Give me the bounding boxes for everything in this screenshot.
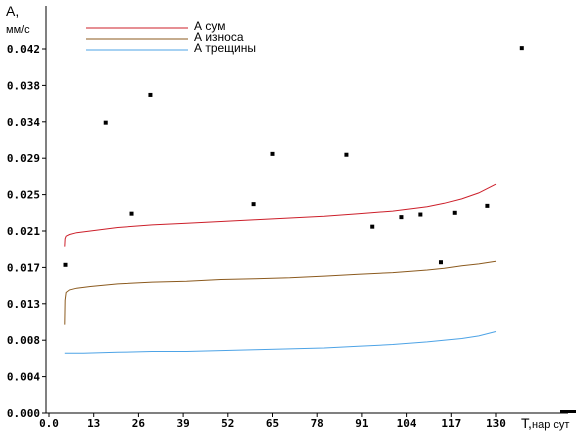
scatter-point bbox=[418, 212, 423, 217]
x-tick-label: 65 bbox=[266, 417, 279, 430]
x-tick-label: 117 bbox=[441, 417, 461, 430]
y-tick-label: 0.034 bbox=[7, 116, 40, 129]
scatter-point bbox=[399, 215, 404, 220]
x-tick-label: 13 bbox=[87, 417, 100, 430]
series-line-3 bbox=[64, 331, 497, 354]
x-axis-end-marker bbox=[560, 410, 576, 413]
legend-label: А трещины bbox=[194, 41, 256, 55]
scatter-point bbox=[344, 152, 349, 157]
y-tick-label: 0.029 bbox=[7, 152, 40, 165]
y-tick-label: 0.021 bbox=[7, 225, 40, 238]
x-tick-label: 130 bbox=[486, 417, 506, 430]
x-tick-label: 91 bbox=[355, 417, 369, 430]
legend-label: А износа bbox=[194, 30, 244, 44]
x-axis-ticks: 0.0 13 26 39 52 65 78 91 104 117 130 bbox=[39, 413, 506, 430]
y-tick-label: 0.013 bbox=[7, 298, 40, 311]
scatter-point bbox=[485, 203, 490, 208]
x-tick-label: 26 bbox=[132, 417, 146, 430]
x-tick-label: 78 bbox=[311, 417, 324, 430]
y-tick-label: 0.000 bbox=[7, 407, 40, 420]
series-line-2 bbox=[64, 260, 497, 325]
scatter-point bbox=[148, 92, 153, 97]
y-tick-label: 0.017 bbox=[7, 261, 40, 274]
y-axis-symbol: A, bbox=[6, 3, 19, 19]
x-axis-unit: нар сут bbox=[532, 419, 569, 431]
y-tick-label: 0.008 bbox=[7, 334, 40, 347]
scatter-point bbox=[370, 224, 375, 229]
y-axis-unit: мм/с bbox=[6, 24, 30, 36]
x-axis-symbol: T, bbox=[521, 415, 532, 431]
x-tick-label: 52 bbox=[221, 417, 234, 430]
scatter-point bbox=[129, 211, 134, 216]
y-tick-label: 0.038 bbox=[7, 79, 40, 92]
plot-area bbox=[45, 6, 576, 414]
y-tick-label: 0.004 bbox=[7, 371, 40, 384]
x-tick-label: 0.0 bbox=[39, 417, 59, 430]
scatter-point bbox=[63, 262, 68, 267]
x-tick-label: 104 bbox=[397, 417, 417, 430]
scatter-point bbox=[251, 202, 256, 207]
scatter-point bbox=[452, 210, 457, 215]
scatter-point bbox=[270, 151, 275, 156]
y-tick-label: 0.042 bbox=[7, 43, 40, 56]
scatter-point bbox=[519, 46, 524, 51]
scatter-point bbox=[438, 260, 443, 265]
x-tick-label: 39 bbox=[176, 417, 189, 430]
series-line-1 bbox=[64, 183, 497, 247]
y-tick-label: 0.025 bbox=[7, 189, 40, 202]
legend-label: А сум bbox=[194, 19, 225, 33]
scatter-point bbox=[103, 120, 108, 125]
y-axis-ticks: 0.000 0.004 0.008 0.013 0.017 0.021 0.025 0.029… bbox=[7, 43, 46, 420]
